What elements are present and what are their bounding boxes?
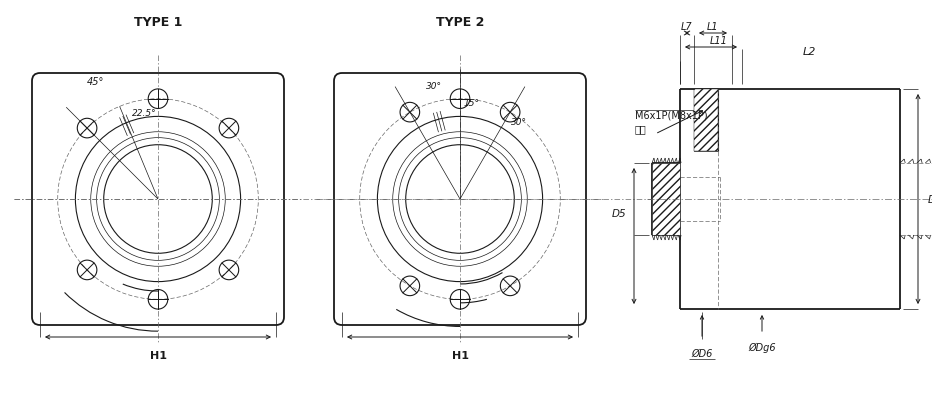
Text: 30°: 30° [426, 82, 442, 91]
Text: H1: H1 [149, 350, 167, 360]
Text: H1: H1 [451, 350, 469, 360]
Text: ØD6: ØD6 [692, 348, 713, 358]
Text: D5: D5 [611, 209, 626, 219]
Bar [652, 164, 680, 235]
Text: 15°: 15° [464, 99, 480, 107]
Text: L7: L7 [681, 22, 692, 32]
Text: 30°: 30° [511, 117, 527, 126]
Text: ØDg6: ØDg6 [748, 342, 775, 352]
Text: TYPE 1: TYPE 1 [134, 16, 182, 28]
Text: TYPE 2: TYPE 2 [436, 16, 485, 28]
Text: L2: L2 [802, 47, 816, 57]
Text: 油孔: 油孔 [635, 124, 647, 134]
Text: L11: L11 [710, 36, 728, 46]
Text: L1: L1 [707, 22, 719, 32]
Text: 22.5°: 22.5° [131, 109, 157, 118]
Text: M6x1P(M8x1P): M6x1P(M8x1P) [635, 110, 707, 120]
Bar [694, 90, 718, 152]
Text: D4: D4 [928, 194, 932, 205]
Text: 45°: 45° [87, 77, 104, 87]
